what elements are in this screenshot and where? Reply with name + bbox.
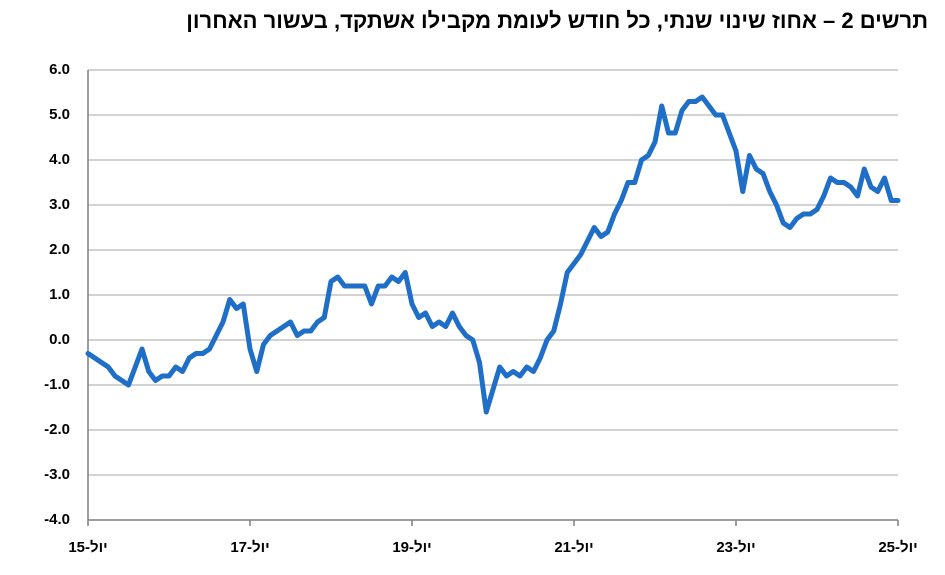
y-tick-label: 4.0	[49, 151, 70, 168]
x-tick-label: יול-23	[716, 539, 755, 556]
y-tick-label: 3.0	[49, 196, 70, 213]
y-tick-label: -2.0	[44, 421, 70, 438]
x-tick-label: יול-25	[878, 539, 917, 556]
y-tick-label: 0.0	[49, 331, 70, 348]
y-tick-label: -3.0	[44, 466, 70, 483]
y-tick-label: -4.0	[44, 511, 70, 528]
y-tick-label: 1.0	[49, 286, 70, 303]
y-tick-label: 5.0	[49, 106, 70, 123]
x-tick-label: יול-17	[230, 539, 269, 556]
y-tick-label: 2.0	[49, 241, 70, 258]
x-tick-label: יול-15	[68, 539, 107, 556]
x-tick-label: יול-21	[554, 539, 593, 556]
chart-title: תרשים 2 – אחוז שינוי שנתי, כל חודש לעומת…	[186, 8, 928, 33]
y-tick-label: -1.0	[44, 376, 70, 393]
x-tick-label: יול-19	[392, 539, 431, 556]
y-tick-label: 6.0	[49, 61, 70, 78]
line-series	[85, 94, 901, 415]
